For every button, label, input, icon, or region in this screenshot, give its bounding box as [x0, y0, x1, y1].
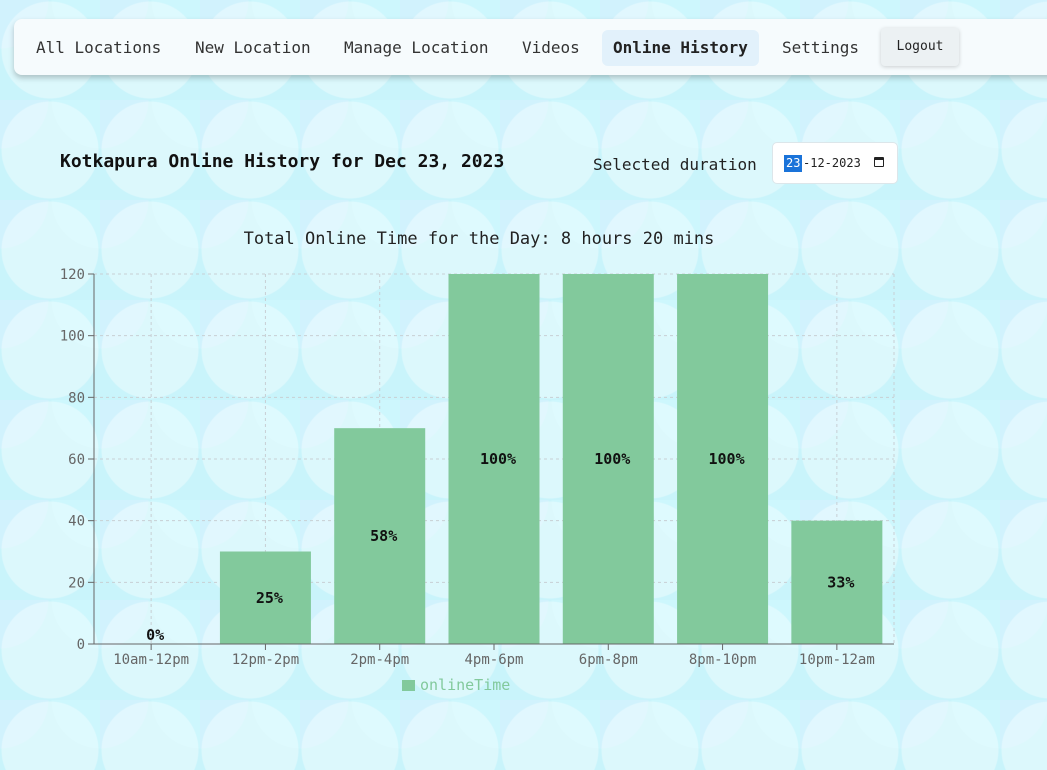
- x-tick-label: 10am-12pm: [113, 652, 189, 668]
- data-label: 33%: [827, 573, 854, 591]
- y-tick-label: 60: [68, 452, 85, 468]
- page-title: Kotkapura Online History for Dec 23, 202…: [60, 151, 505, 172]
- bar-10pm-12am: [791, 520, 883, 644]
- nav-new-location[interactable]: New Location: [195, 38, 311, 57]
- x-tick-label: 6pm-8pm: [579, 652, 638, 668]
- data-label: 58%: [370, 527, 397, 545]
- nav-settings[interactable]: Settings: [782, 38, 860, 57]
- y-tick-label: 0: [77, 637, 85, 653]
- bar-12pm-2pm: [219, 551, 311, 644]
- nav-all-locations[interactable]: All Locations: [36, 38, 162, 57]
- x-tick-label: 4pm-6pm: [464, 652, 523, 668]
- data-label: 100%: [480, 450, 516, 468]
- data-label: 25%: [256, 589, 283, 607]
- bar-2pm-4pm: [334, 428, 426, 644]
- x-tick-label: 8pm-10pm: [689, 652, 756, 668]
- bar-6pm-8pm: [562, 274, 654, 644]
- nav-manage-location[interactable]: Manage Location: [344, 38, 489, 57]
- y-tick-label: 100: [60, 329, 85, 345]
- bar-8pm-10pm: [677, 274, 769, 644]
- bar-4pm-6pm: [448, 274, 540, 644]
- nav-online-history[interactable]: Online History: [602, 30, 759, 66]
- date-input[interactable]: 23 -12-2023: [772, 142, 898, 184]
- chart-title: Total Online Time for the Day: 8 hours 2…: [244, 229, 715, 249]
- data-label: 100%: [709, 450, 745, 468]
- legend-label: onlineTime: [420, 676, 510, 694]
- top-navbar: All Locations New Location Manage Locati…: [14, 19, 1047, 75]
- duration-label: Selected duration: [593, 155, 757, 174]
- logout-button[interactable]: Logout: [881, 28, 959, 66]
- legend-swatch: [402, 680, 415, 691]
- x-tick-label: 12pm-2pm: [232, 652, 299, 668]
- calendar-icon[interactable]: [874, 157, 884, 167]
- nav-videos[interactable]: Videos: [522, 38, 580, 57]
- x-tick-label: 2pm-4pm: [350, 652, 409, 668]
- x-tick-label: 10pm-12am: [799, 652, 875, 668]
- date-rest-segment[interactable]: -12-2023: [803, 156, 861, 170]
- data-label: 0%: [146, 626, 164, 644]
- y-tick-label: 80: [68, 390, 85, 406]
- date-day-segment[interactable]: 23: [784, 155, 803, 172]
- y-tick-label: 20: [68, 575, 85, 591]
- y-tick-label: 120: [60, 267, 85, 283]
- y-tick-label: 40: [68, 514, 85, 530]
- data-label: 100%: [594, 450, 630, 468]
